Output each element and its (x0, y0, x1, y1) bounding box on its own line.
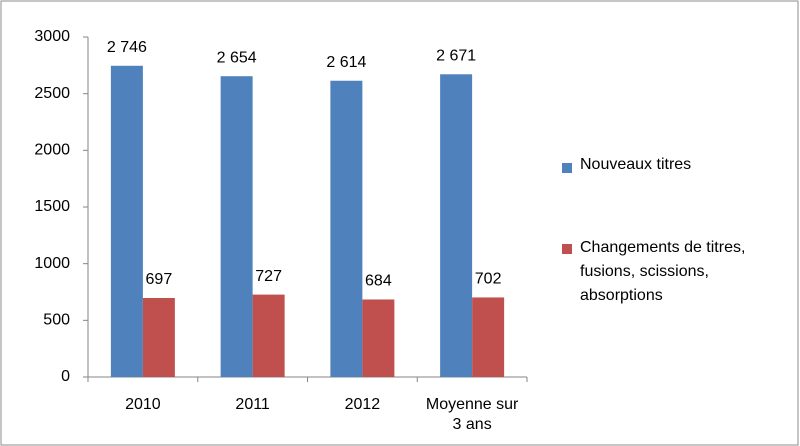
legend-swatch (562, 244, 572, 254)
bar (440, 74, 473, 377)
legend-label: Changements de titres, fusions, scission… (580, 239, 746, 304)
y-tick-label: 1000 (34, 255, 70, 272)
x-tick-label: 2012 (344, 396, 381, 413)
y-tick-label: 3000 (34, 28, 70, 45)
value-label: 702 (475, 271, 502, 288)
y-tick-label: 0 (61, 368, 70, 385)
y-tick-label: 500 (43, 312, 70, 329)
value-label: 2 746 (107, 39, 147, 56)
value-label: 2 671 (436, 48, 476, 65)
bar (330, 80, 363, 377)
value-label: 2 614 (326, 54, 366, 71)
bar (252, 294, 285, 377)
value-label: 684 (365, 273, 392, 290)
bar (362, 299, 395, 377)
bar (110, 65, 143, 377)
y-tick-label: 1500 (34, 198, 70, 215)
x-tick-label: Moyenne sur 3 ans (425, 396, 519, 433)
legend-swatch (562, 163, 572, 173)
bar (220, 76, 253, 378)
value-label: 727 (255, 268, 282, 285)
x-tick-label: 2010 (125, 396, 161, 413)
y-tick-label: 2000 (34, 142, 70, 159)
legend-label: Nouveaux titres (580, 156, 692, 173)
x-tick-label: 2011 (235, 396, 270, 413)
bar (142, 298, 175, 377)
value-label: 2 654 (217, 49, 257, 66)
value-label: 697 (146, 271, 173, 288)
y-tick-label: 2500 (34, 85, 70, 102)
bar (472, 297, 505, 377)
